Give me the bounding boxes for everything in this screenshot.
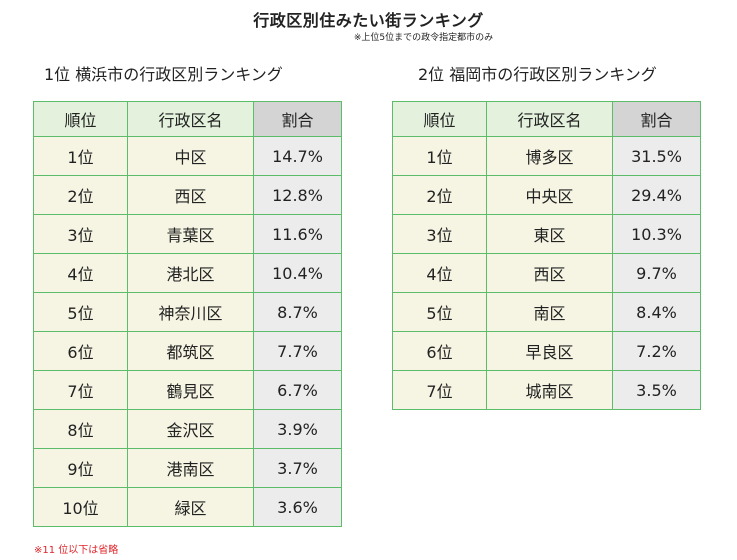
table-row: 6位 早良区 7.2% [392,331,701,371]
ward-cell: 緑区 [127,487,254,527]
rank-cell: 2位 [392,175,487,215]
yokohama-ranking-table: 順位 行政区名 割合 1位 中区 14.7% 2位 西区 12.8% 3位 青葉区 11.6% 4… [33,101,342,527]
rank-cell: 4位 [33,253,128,293]
ward-cell: 都筑区 [127,331,254,371]
share-cell: 29.4% [612,175,701,215]
table-row: 3位 東区 10.3% [392,214,701,254]
ward-cell: 西区 [127,175,254,215]
ward-cell: 金沢区 [127,409,254,449]
page-title: 行政区別住みたい街ランキング [253,11,484,30]
table-row: 7位 鶴見区 6.7% [33,370,342,410]
share-cell: 7.2% [612,331,701,371]
header-share: 割合 [253,101,342,137]
rank-cell: 4位 [392,253,487,293]
table-row: 6位 都筑区 7.7% [33,331,342,371]
rank-cell: 6位 [392,331,487,371]
ward-cell: 博多区 [486,136,613,176]
table-row: 4位 西区 9.7% [392,253,701,293]
share-cell: 3.5% [612,370,701,410]
table-row: 1位 博多区 31.5% [392,136,701,176]
table-row: 8位 金沢区 3.9% [33,409,342,449]
table-row: 7位 城南区 3.5% [392,370,701,410]
rank-cell: 1位 [392,136,487,176]
header-ward: 行政区名 [127,101,254,137]
header-ward: 行政区名 [486,101,613,137]
rank-cell: 6位 [33,331,128,371]
share-cell: 11.6% [253,214,342,254]
table-row: 10位 緑区 3.6% [33,487,342,527]
share-cell: 7.7% [253,331,342,371]
table-row: 4位 港北区 10.4% [33,253,342,293]
ward-cell: 早良区 [486,331,613,371]
ward-cell: 東区 [486,214,613,254]
table-row: 3位 青葉区 11.6% [33,214,342,254]
fukuoka-heading: 2位 福岡市の行政区別ランキング [418,65,657,84]
table-row: 5位 南区 8.4% [392,292,701,332]
share-cell: 6.7% [253,370,342,410]
table-row: 1位 中区 14.7% [33,136,342,176]
footnote: ※11 位以下は省略 [34,545,119,556]
ward-cell: 南区 [486,292,613,332]
ward-cell: 鶴見区 [127,370,254,410]
rank-cell: 5位 [392,292,487,332]
share-cell: 12.8% [253,175,342,215]
ward-cell: 城南区 [486,370,613,410]
table-row: 5位 神奈川区 8.7% [33,292,342,332]
share-cell: 8.4% [612,292,701,332]
share-cell: 9.7% [612,253,701,293]
table-row: 9位 港南区 3.7% [33,448,342,488]
ward-cell: 中央区 [486,175,613,215]
ward-cell: 青葉区 [127,214,254,254]
header-share: 割合 [612,101,701,137]
rank-cell: 7位 [392,370,487,410]
ward-cell: 神奈川区 [127,292,254,332]
rank-cell: 10位 [33,487,128,527]
table-header-row: 順位 行政区名 割合 [392,101,701,137]
share-cell: 3.9% [253,409,342,449]
ward-cell: 中区 [127,136,254,176]
table-row: 2位 中央区 29.4% [392,175,701,215]
ward-cell: 港北区 [127,253,254,293]
share-cell: 14.7% [253,136,342,176]
share-cell: 3.6% [253,487,342,527]
table-row: 2位 西区 12.8% [33,175,342,215]
header-rank: 順位 [33,101,128,137]
rank-cell: 8位 [33,409,128,449]
yokohama-heading: 1位 横浜市の行政区別ランキング [44,65,283,84]
rank-cell: 3位 [33,214,128,254]
rank-cell: 1位 [33,136,128,176]
share-cell: 10.4% [253,253,342,293]
ward-cell: 西区 [486,253,613,293]
page-subtitle: ※上位5位までの政令指定都市のみ [353,33,494,43]
share-cell: 3.7% [253,448,342,488]
rank-cell: 2位 [33,175,128,215]
rank-cell: 9位 [33,448,128,488]
header-rank: 順位 [392,101,487,137]
rank-cell: 7位 [33,370,128,410]
rank-cell: 3位 [392,214,487,254]
share-cell: 8.7% [253,292,342,332]
table-header-row: 順位 行政区名 割合 [33,101,342,137]
share-cell: 10.3% [612,214,701,254]
ward-cell: 港南区 [127,448,254,488]
share-cell: 31.5% [612,136,701,176]
fukuoka-ranking-table: 順位 行政区名 割合 1位 博多区 31.5% 2位 中央区 29.4% 3位 東区 10.3%… [392,101,701,410]
rank-cell: 5位 [33,292,128,332]
